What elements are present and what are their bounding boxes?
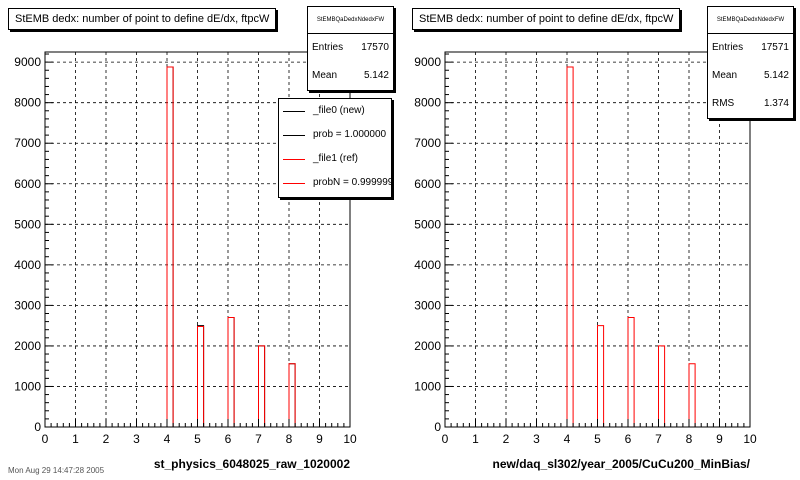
y-tick-label: 2000 [14, 339, 41, 353]
y-tick-label: 5000 [14, 217, 41, 231]
left-stats-box: StEMBQaDedxNdedxFW Entries 17570 Mean 5.… [307, 6, 394, 91]
y-tick-label: 6000 [414, 177, 441, 191]
histogram-bar [597, 325, 605, 427]
left-stats-name: StEMBQaDedxNdedxFW [308, 7, 393, 34]
x-tick-label: 0 [42, 432, 49, 446]
y-tick-label: 0 [34, 420, 41, 434]
right-stats-row-rms: RMS 1.374 [708, 90, 793, 118]
x-tick-label: 3 [533, 432, 540, 446]
x-tick-label: 8 [686, 432, 693, 446]
x-tick-label: 10 [343, 432, 357, 446]
y-tick-label: 8000 [14, 96, 41, 110]
legend-line-black [283, 111, 305, 112]
x-tick-label: 9 [316, 432, 323, 446]
y-tick-label: 0 [434, 420, 441, 434]
x-tick-label: 6 [225, 432, 232, 446]
legend-label: _file1 (ref) [313, 153, 359, 164]
x-tick-label: 10 [743, 432, 757, 446]
histogram-bar [166, 66, 174, 427]
right-stats-entries-label: Entries [712, 42, 744, 53]
x-tick-label: 5 [194, 432, 201, 446]
y-tick-label: 6000 [14, 177, 41, 191]
y-tick-label: 7000 [14, 136, 41, 150]
y-tick-label: 9000 [414, 55, 441, 69]
legend-item: prob = 1.000000 [279, 123, 391, 147]
x-tick-label: 7 [255, 432, 262, 446]
legend-label: prob = 1.000000 [313, 129, 387, 140]
x-tick-label: 1 [72, 432, 79, 446]
x-axis-label: st_physics_6048025_raw_1020002 [154, 457, 350, 471]
left-stats-entries-label: Entries [312, 42, 344, 53]
x-tick-label: 6 [625, 432, 632, 446]
x-tick-label: 1 [472, 432, 479, 446]
legend-item: _file0 (new) [279, 99, 391, 123]
y-tick-label: 1000 [414, 379, 441, 393]
x-tick-label: 2 [103, 432, 110, 446]
histogram-bar [227, 317, 235, 427]
y-tick-label: 3000 [14, 298, 41, 312]
right-title: StEMB dedx: number of point to define dE… [412, 8, 681, 30]
y-tick-label: 9000 [14, 55, 41, 69]
y-tick-label: 3000 [414, 298, 441, 312]
legend-line-red [283, 159, 305, 160]
left-title: StEMB dedx: number of point to define dE… [8, 8, 277, 30]
histogram-bar [288, 363, 296, 427]
y-tick-label: 1000 [14, 379, 41, 393]
histogram-bar [627, 317, 635, 427]
legend-line-red [283, 183, 305, 184]
histogram-bar [566, 66, 574, 427]
left-stats-row-mean: Mean 5.142 [308, 62, 393, 90]
x-tick-label: 3 [133, 432, 140, 446]
y-tick-label: 7000 [414, 136, 441, 150]
histogram-bar [258, 345, 266, 427]
x-tick-label: 4 [164, 432, 171, 446]
right-stats-rms-label: RMS [712, 98, 735, 109]
histogram-bar [197, 325, 205, 427]
left-stats-mean-value: 5.142 [363, 70, 389, 81]
right-stats-row-entries: Entries 17571 [708, 34, 793, 62]
right-stats-box: StEMBQaDedxNdedxFW Entries 17571 Mean 5.… [707, 6, 794, 119]
x-tick-label: 5 [594, 432, 601, 446]
left-legend: _file0 (new) prob = 1.000000 _file1 (ref… [278, 98, 392, 198]
legend-label: _file0 (new) [313, 105, 365, 116]
y-tick-label: 2000 [414, 339, 441, 353]
left-stats-row-entries: Entries 17570 [308, 34, 393, 62]
x-tick-label: 2 [503, 432, 510, 446]
x-tick-label: 0 [442, 432, 449, 446]
left-stats-entries-value: 17570 [361, 42, 389, 53]
left-stats-mean-label: Mean [312, 70, 338, 81]
right-stats-mean-label: Mean [712, 70, 738, 81]
x-tick-label: 7 [655, 432, 662, 446]
legend-label: probN = 0.999999 [313, 177, 392, 188]
x-axis-label: new/daq_sl302/year_2005/CuCu200_MinBias/ [493, 457, 751, 471]
right-stats-rms-value: 1.374 [763, 98, 789, 109]
legend-item: probN = 0.999999 [279, 171, 391, 195]
histogram-bar [658, 345, 666, 427]
y-tick-label: 8000 [414, 96, 441, 110]
legend-item: _file1 (ref) [279, 147, 391, 171]
right-stats-entries-value: 17571 [761, 42, 789, 53]
right-stats-mean-value: 5.142 [763, 70, 789, 81]
timestamp-footer: Mon Aug 29 14:47:28 2005 [8, 466, 105, 475]
right-stats-row-mean: Mean 5.142 [708, 62, 793, 90]
right-stats-name: StEMBQaDedxNdedxFW [708, 7, 793, 34]
y-tick-label: 4000 [14, 258, 41, 272]
y-tick-label: 4000 [414, 258, 441, 272]
x-tick-label: 4 [564, 432, 571, 446]
legend-line-black [283, 135, 305, 136]
y-tick-label: 5000 [414, 217, 441, 231]
x-tick-label: 8 [286, 432, 293, 446]
x-tick-label: 9 [716, 432, 723, 446]
histogram-bar [688, 363, 696, 427]
